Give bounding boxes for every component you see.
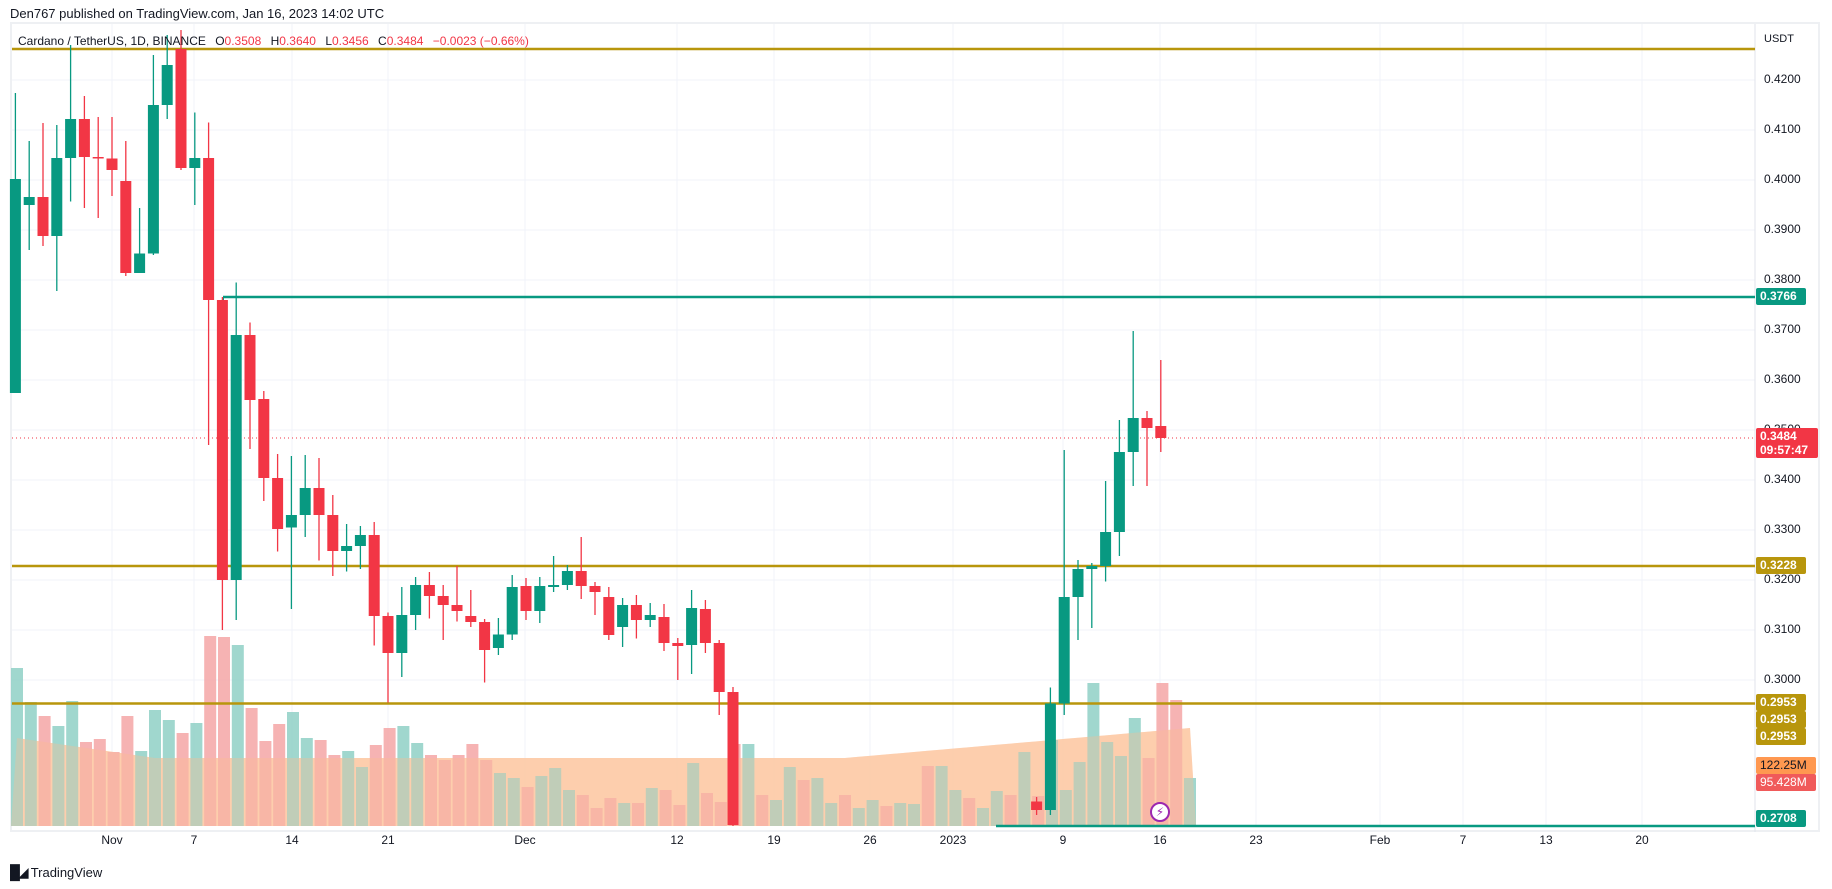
price-tick: 0.3100 xyxy=(1764,622,1801,636)
date-tick: 9 xyxy=(1059,833,1067,847)
date-tick: 7 xyxy=(190,833,198,847)
last-price-tag: 0.3484 09:57:47 xyxy=(1756,428,1818,458)
date-tick: 23 xyxy=(1249,833,1263,847)
brand-name: TradingView xyxy=(30,865,103,880)
high-value: 0.3640 xyxy=(279,34,316,48)
currency-label: USDT xyxy=(1764,33,1794,45)
chart-frame xyxy=(10,22,1820,832)
open-label: O xyxy=(215,34,225,48)
date-tick: 26 xyxy=(863,833,877,847)
date-tick: 20 xyxy=(1635,833,1649,847)
low-level-price-tag-2: 0.2953 xyxy=(1756,711,1806,728)
price-tick: 0.3200 xyxy=(1764,572,1801,586)
volume-ma-tag: 122.25M xyxy=(1756,757,1816,774)
symbol-name: Cardano / TetherUS, 1D, BINANCE xyxy=(18,34,206,48)
price-tick: 0.4100 xyxy=(1764,122,1801,136)
low-level-price-tag-1: 0.2953 xyxy=(1756,694,1806,711)
low-value: 0.3456 xyxy=(332,34,369,48)
support-price-tag: 0.2708 xyxy=(1756,810,1806,827)
date-tick: Feb xyxy=(1369,833,1391,847)
tv-logo-icon: █◢ xyxy=(10,864,29,880)
high-label: H xyxy=(270,34,280,48)
date-tick: Nov xyxy=(101,833,123,847)
date-tick: Dec xyxy=(514,833,536,847)
date-tick: 12 xyxy=(670,833,684,847)
date-tick: 13 xyxy=(1539,833,1553,847)
price-tick: 0.3000 xyxy=(1764,672,1801,686)
publish-info: Den767 published on TradingView.com, Jan… xyxy=(10,6,385,21)
price-tick: 0.3400 xyxy=(1764,472,1801,486)
price-tick: 0.4000 xyxy=(1764,172,1801,186)
price-tick: 0.3900 xyxy=(1764,222,1801,236)
price-tick: 0.3300 xyxy=(1764,522,1801,536)
low-level-price-tag-3: 0.2953 xyxy=(1756,728,1806,745)
events-lightning-icon[interactable]: ⚡ xyxy=(1150,802,1170,822)
close-value: 0.3484 xyxy=(386,34,424,48)
price-tick: 0.4200 xyxy=(1764,72,1801,86)
price-tick: 0.3800 xyxy=(1764,272,1801,286)
date-tick: 7 xyxy=(1459,833,1467,847)
date-tick: 14 xyxy=(285,833,299,847)
tradingview-logo[interactable]: █◢ TradingView xyxy=(10,864,102,881)
change-value: −0.0023 (−0.66%) xyxy=(432,34,529,48)
symbol-legend: Cardano / TetherUS, 1D, BINANCE O0.3508 … xyxy=(18,34,529,48)
low-label: L xyxy=(325,34,332,48)
open-value: 0.3508 xyxy=(224,34,262,48)
price-tick: 0.3600 xyxy=(1764,372,1801,386)
date-tick: 16 xyxy=(1153,833,1167,847)
date-tick: 19 xyxy=(767,833,781,847)
date-tick: 21 xyxy=(381,833,395,847)
bar-countdown: 09:57:47 xyxy=(1760,443,1809,457)
resistance-price-tag: 0.3766 xyxy=(1756,288,1806,305)
price-tick: 0.3700 xyxy=(1764,322,1801,336)
close-label: C xyxy=(378,34,387,48)
mid-level-price-tag: 0.3228 xyxy=(1756,557,1806,574)
date-tick: 2023 xyxy=(939,833,967,847)
volume-tag: 95.428M xyxy=(1756,774,1816,791)
last-price-value: 0.3484 xyxy=(1760,429,1797,443)
